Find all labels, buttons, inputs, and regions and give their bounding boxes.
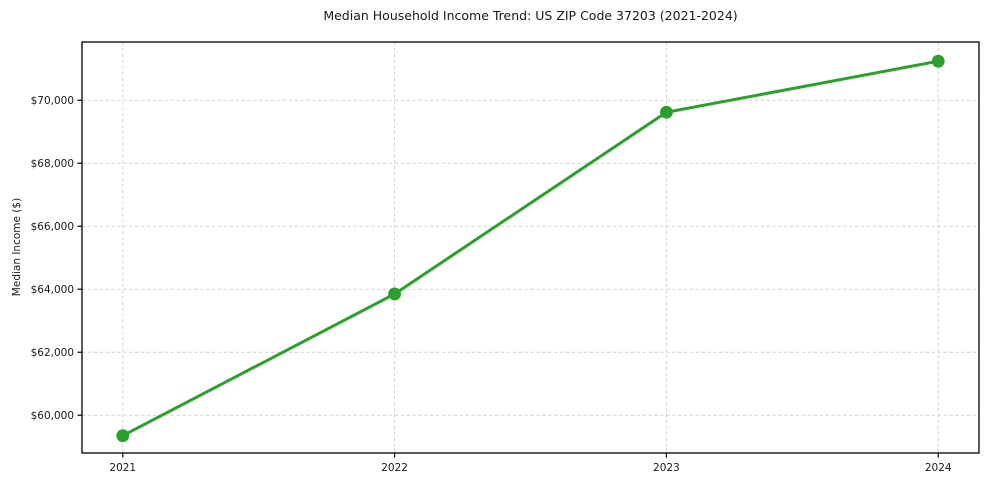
y-tick-label: $70,000 [31,95,74,107]
y-tick-label: $60,000 [31,410,74,422]
trend-line [121,59,940,438]
y-tick-label: $66,000 [31,221,74,233]
x-tick-label: 2021 [109,462,136,474]
data-point-marker [660,105,673,119]
chart-title: Median Household Income Trend: US ZIP Co… [323,8,738,23]
x-tick-label: 2024 [925,462,952,474]
data-point-marker [931,54,945,68]
y-tick-label: $68,000 [31,158,74,170]
plot-border [81,41,980,454]
data-point-marker [388,287,401,301]
x-tick-label: 2022 [381,462,408,474]
x-tick-label: 2023 [653,462,680,474]
y-tick-label: $64,000 [31,284,74,296]
y-tick-label: $62,000 [31,347,74,359]
data-point-marker [116,429,130,443]
